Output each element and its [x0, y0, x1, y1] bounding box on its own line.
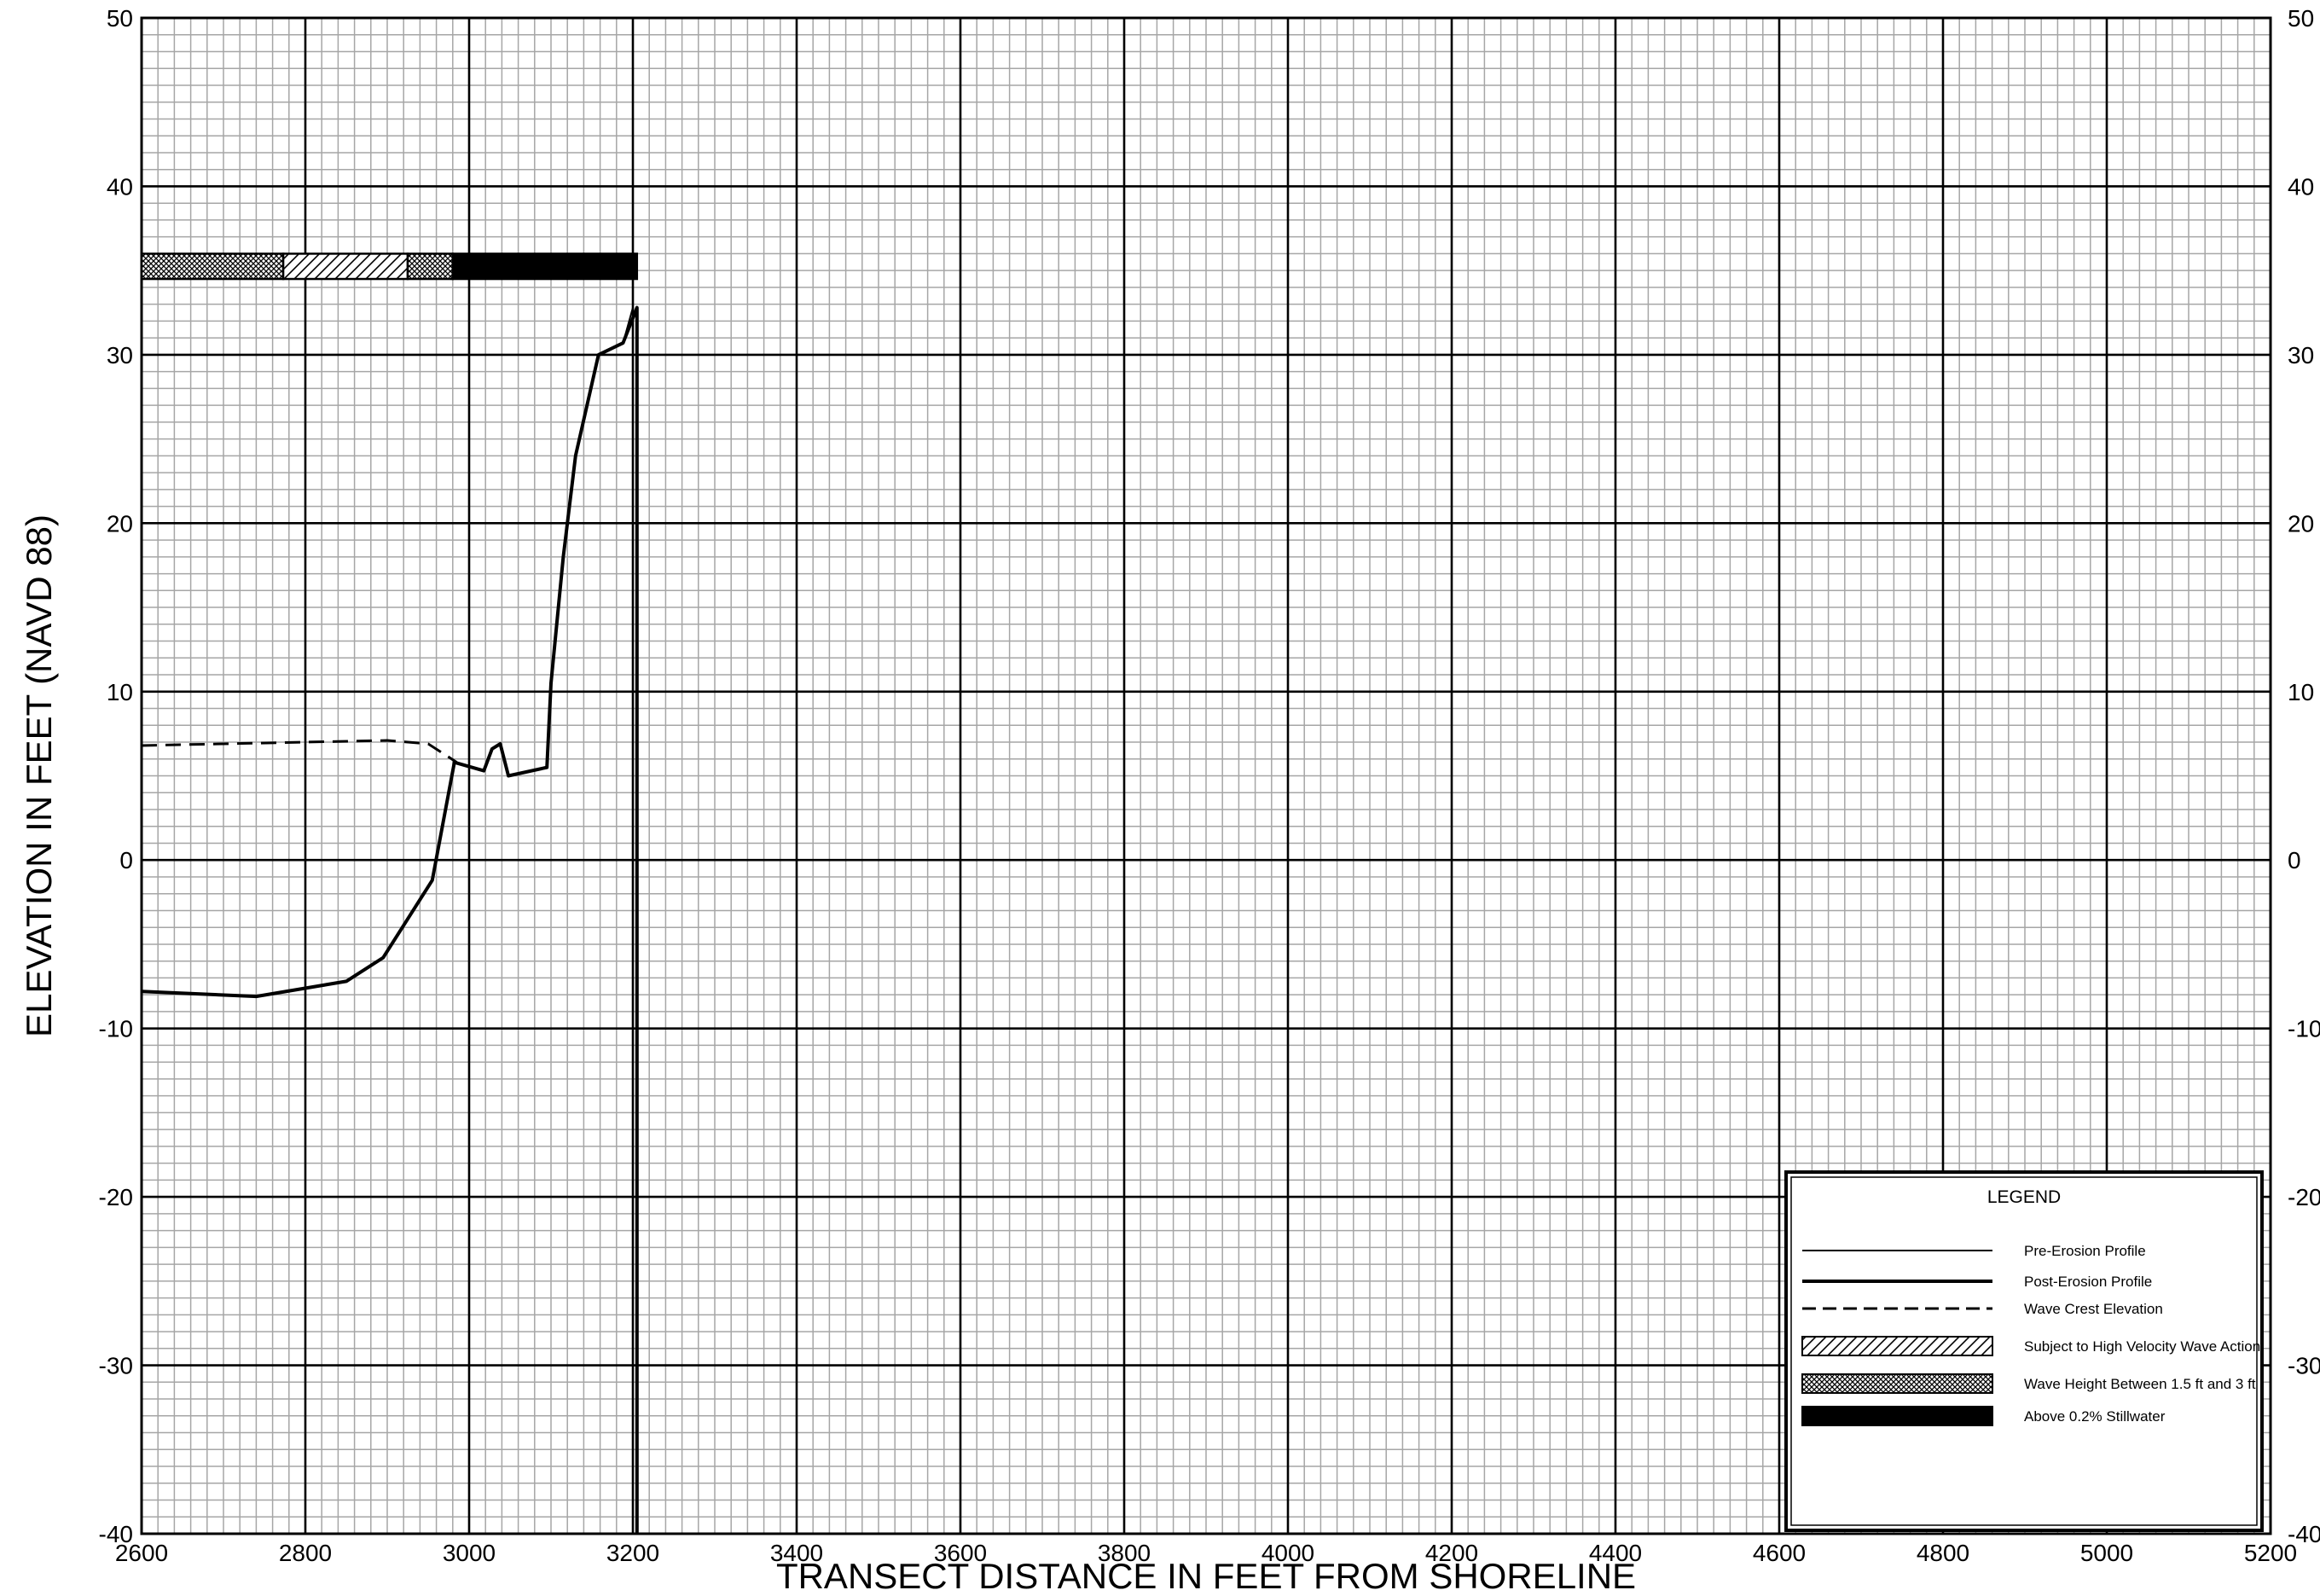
- x-tick-label: 2600: [115, 1540, 168, 1566]
- x-tick-label: 3800: [1098, 1540, 1151, 1566]
- y-tick-label: -20: [99, 1184, 133, 1210]
- legend-items: Pre-Erosion Profile Post-Erosion Profile W…: [1801, 1243, 2260, 1426]
- legend-label: Above 0.2% Stillwater: [2024, 1408, 2166, 1425]
- profile-series: [141, 305, 639, 1534]
- y-tick-label: -30: [2288, 1353, 2320, 1379]
- legend-symbol: [1801, 1336, 1993, 1356]
- y-tick-label: -40: [99, 1521, 133, 1547]
- x-axis-title: TRANSECT DISTANCE IN FEET FROM SHORELINE: [776, 1556, 1636, 1596]
- x-tick-label: 3600: [934, 1540, 987, 1566]
- series-line: [141, 739, 458, 763]
- x-tick-label: 5200: [2244, 1540, 2297, 1566]
- y-tick-label: 10: [107, 679, 133, 705]
- flood-zone-bar: [140, 252, 639, 281]
- plot-frame: [140, 16, 2272, 1535]
- x-tick-label: 3200: [606, 1540, 659, 1566]
- y-tick-label: 50: [107, 5, 133, 32]
- y-tick-label: 0: [2288, 847, 2301, 873]
- y-tick-labels-left: -40 -30 -20 -10 0 10 20 30 40 50: [99, 5, 133, 1547]
- y-tick-label: -10: [2288, 1016, 2320, 1042]
- x-tick-label: 2800: [279, 1540, 332, 1566]
- zone-segment: [140, 252, 285, 281]
- x-tick-label: 4800: [1917, 1540, 1969, 1566]
- x-tick-labels: 2600 2800 3000 3200 3400 3600 3800 4000 4200 4400…: [115, 1540, 2297, 1566]
- zone-segment: [281, 252, 409, 281]
- legend-symbol: [1801, 1406, 1993, 1426]
- y-tick-label: 10: [2288, 679, 2314, 705]
- x-tick-label: 3000: [443, 1540, 496, 1566]
- legend-label: Subject to High Velocity Wave Action: [2024, 1338, 2260, 1355]
- y-tick-label: 20: [2288, 510, 2314, 537]
- x-tick-label: 4400: [1589, 1540, 1642, 1566]
- legend-label: Post-Erosion Profile: [2024, 1274, 2152, 1290]
- legend-label: Wave Height Between 1.5 ft and 3 ft: [2024, 1376, 2256, 1392]
- legend-symbol: [1801, 1373, 1993, 1394]
- y-tick-label: 20: [107, 510, 133, 537]
- y-axis-title: ELEVATION IN FEET (NAVD 88): [19, 514, 59, 1037]
- legend-inner-border: [1790, 1176, 2258, 1526]
- series-line: [141, 305, 639, 1534]
- x-tick-label: 4600: [1753, 1540, 1806, 1566]
- x-tick-label: 4200: [1425, 1540, 1478, 1566]
- y-tick-label: 30: [107, 342, 133, 369]
- x-tick-label: 5000: [2080, 1540, 2133, 1566]
- y-tick-label: -30: [99, 1353, 133, 1379]
- legend-label: Wave Crest Elevation: [2024, 1301, 2163, 1317]
- x-tick-label: 4000: [1262, 1540, 1314, 1566]
- y-tick-label: -20: [2288, 1184, 2320, 1210]
- y-tick-label: 40: [2288, 173, 2314, 200]
- zone-segment: [451, 252, 639, 281]
- y-tick-label: 50: [2288, 5, 2314, 32]
- y-tick-label: -40: [2288, 1521, 2320, 1547]
- legend-title: LEGEND: [1987, 1187, 2061, 1207]
- y-tick-label: -10: [99, 1016, 133, 1042]
- legend: LEGEND Pre-Erosion Profile Post-Erosion P…: [1784, 1170, 2264, 1532]
- legend-label: Pre-Erosion Profile: [2024, 1243, 2146, 1259]
- zone-segment: [406, 252, 455, 281]
- y-tick-label: 0: [119, 847, 133, 873]
- y-tick-label: 40: [107, 173, 133, 200]
- y-tick-label: 30: [2288, 342, 2314, 369]
- x-tick-label: 3400: [770, 1540, 823, 1566]
- y-tick-labels-right: -40 -30 -20 -10 0 10 20 30 40 50: [2288, 5, 2320, 1547]
